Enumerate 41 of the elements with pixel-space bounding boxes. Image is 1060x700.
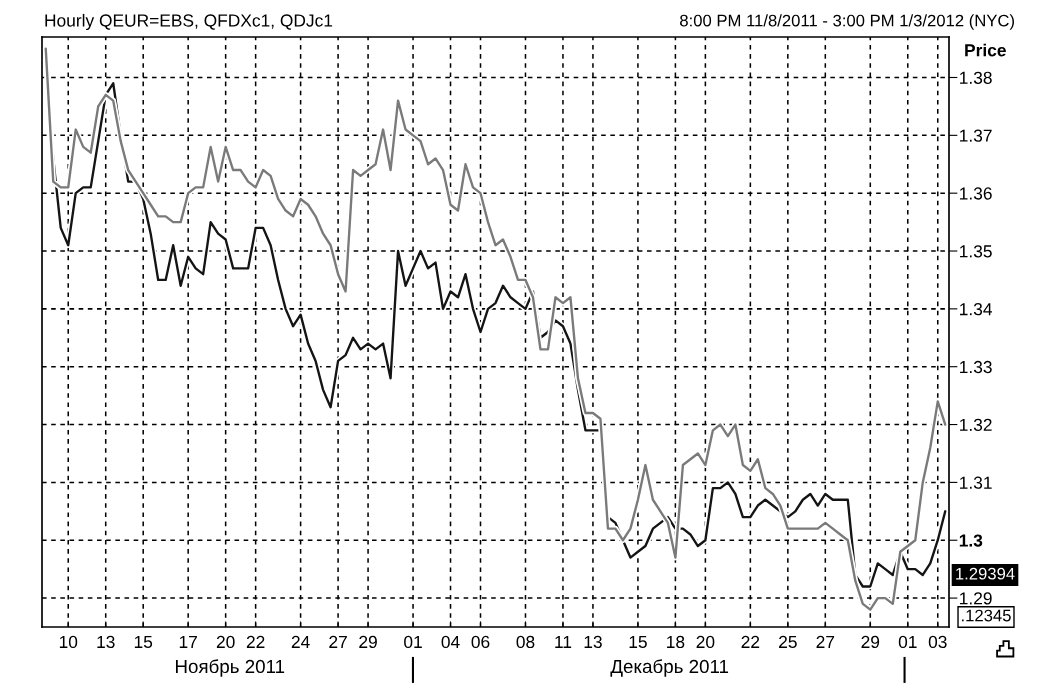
x-tick-label: 10 bbox=[59, 635, 78, 649]
x-tick-label: 20 bbox=[216, 635, 235, 649]
text: 1.29394 bbox=[956, 567, 1015, 580]
y-tick-label: 1.34 bbox=[960, 303, 992, 316]
x-tick-label: 15 bbox=[629, 635, 647, 649]
y-tick-label: 1.29 bbox=[960, 592, 992, 605]
x-tick-label: 08 bbox=[516, 635, 535, 649]
y-tick-label: 1.38 bbox=[960, 71, 992, 84]
y-tick-label: 1.32 bbox=[960, 418, 992, 432]
x-tick-label: 13 bbox=[97, 635, 115, 649]
chart-subtitle: 8:00 PM 11/8/2011 - 3:00 PM 1/3/2012 (NYC) bbox=[680, 14, 1014, 30]
y-tick-label: 1.31 bbox=[960, 476, 992, 489]
x-tick-label: 17 bbox=[179, 635, 197, 648]
text: Декабрь 2011 bbox=[610, 659, 729, 677]
x-tick-label: 29 bbox=[359, 635, 377, 649]
x-tick-label: 06 bbox=[471, 635, 490, 649]
x-tick-label: 27 bbox=[329, 635, 347, 648]
x-tick-label: 11 bbox=[555, 635, 572, 648]
y-tick-label: 1.36 bbox=[960, 187, 992, 200]
x-tick-label: 13 bbox=[584, 635, 602, 649]
x-tick-label: 22 bbox=[741, 635, 760, 648]
x-tick-label: 15 bbox=[134, 635, 153, 649]
x-tick-label: 22 bbox=[246, 635, 265, 648]
x-tick-label: 01 bbox=[898, 635, 917, 649]
chart-title: Hourly QEUR=EBS, QFDXc1, QDJc1 bbox=[45, 13, 333, 31]
x-tick-label: 25 bbox=[779, 635, 797, 649]
y-axis-title: Price bbox=[965, 43, 1006, 57]
x-tick-label: 18 bbox=[667, 635, 685, 649]
x-tick-label: 24 bbox=[291, 635, 310, 648]
y-tick-label: 1.37 bbox=[960, 129, 992, 142]
x-tick-label: 29 bbox=[861, 635, 880, 649]
y-tick-label: 1.3 bbox=[959, 534, 983, 547]
text: .12345 bbox=[962, 609, 1011, 622]
text: Ноябрь 2011 bbox=[175, 659, 285, 677]
y-tick-label: 1.35 bbox=[960, 245, 992, 258]
x-tick-label: 04 bbox=[441, 635, 460, 649]
x-tick-label: 01 bbox=[404, 635, 422, 649]
x-tick-label: 27 bbox=[816, 635, 835, 648]
y-tick-label: 1.33 bbox=[960, 360, 992, 374]
x-tick-label: 03 bbox=[928, 635, 947, 649]
x-tick-label: 20 bbox=[696, 635, 715, 649]
